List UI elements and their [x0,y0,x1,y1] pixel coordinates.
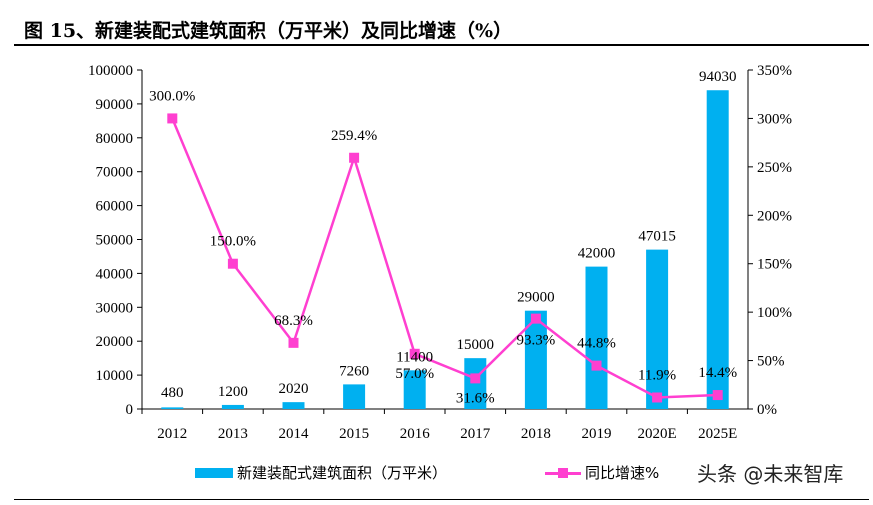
bar-data-label: 480 [161,385,184,401]
bar-data-label: 7260 [339,363,369,379]
x-tick-label: 2016 [400,426,431,442]
bar [161,407,184,409]
bar-data-label: 42000 [578,246,616,262]
bar-data-label: 2020 [279,381,309,397]
line-data-label: 31.6% [456,390,495,406]
left-tick-label: 20000 [96,334,134,350]
right-tick-label: 350% [757,63,792,79]
growth-marker [712,390,723,401]
figure-title: 图 15、新建装配式建筑面积（万平米）及同比增速（%） [24,20,513,42]
left-tick-label: 70000 [96,165,134,181]
growth-marker [167,113,178,124]
x-tick-label: 2019 [582,426,612,442]
bottom-rule [14,499,869,500]
line-data-label: 300.0% [149,88,195,104]
bar [282,402,305,409]
right-tick-label: 300% [757,111,792,127]
growth-marker [288,337,299,348]
right-tick-label: 50% [757,354,785,370]
left-tick-label: 100000 [88,63,133,79]
legend-line: 同比增速% [545,462,659,483]
x-tick-label: 2015 [339,426,369,442]
left-tick-label: 60000 [96,199,134,215]
bar [464,358,487,409]
line-data-label: 14.4% [698,365,737,381]
legend-bar-label: 新建装配式建筑面积（万平米） [237,464,448,482]
left-tick-label: 10000 [96,368,134,384]
bar [343,384,366,409]
bar-data-label: 15000 [457,337,495,353]
left-tick-label: 40000 [96,266,134,282]
bar [585,266,608,409]
line-data-label: 57.0% [395,366,434,382]
title-rule [14,44,869,46]
x-tick-label: 2025E [698,426,737,442]
bar [221,404,244,409]
x-tick-label: 2013 [218,426,248,442]
bar-data-label: 1200 [218,384,248,400]
legend-line-label: 同比增速% [585,464,660,482]
growth-marker [652,392,663,403]
bar-data-label: 11400 [396,349,433,365]
right-tick-label: 150% [757,257,792,273]
right-tick-label: 0% [757,402,777,418]
growth-marker [530,313,541,324]
right-tick-label: 250% [757,160,792,176]
left-tick-label: 80000 [96,131,134,147]
growth-marker [591,360,602,371]
x-tick-label: 2012 [157,426,187,442]
line-data-label: 68.3% [274,313,313,329]
line-data-label: 150.0% [210,234,256,250]
growth-marker [349,152,360,163]
watermark: 头条 @未来智库 [697,462,844,486]
growth-marker [470,373,481,384]
left-tick-label: 30000 [96,300,134,316]
line-data-label: 11.9% [638,367,676,383]
left-tick-label: 90000 [96,97,134,113]
left-tick-label: 0 [126,402,134,418]
line-data-label: 259.4% [331,128,377,144]
x-tick-label: 2014 [279,426,310,442]
bar [524,310,547,409]
bar [706,90,729,410]
right-tick-label: 200% [757,208,792,224]
bar [646,249,669,409]
growth-marker [409,348,420,359]
left-tick-label: 50000 [96,233,134,249]
line-data-label: 93.3% [517,333,556,349]
legend-line-swatch [545,467,581,478]
x-tick-label: 2020E [638,426,677,442]
bar-data-label: 47015 [638,229,676,245]
legend-bar: 新建装配式建筑面积（万平米） [195,462,447,483]
x-tick-label: 2018 [521,426,551,442]
bar-data-label: 29000 [517,290,555,306]
growth-marker [227,258,238,269]
bar-data-label: 94030 [699,69,737,85]
growth-line [171,117,718,399]
x-tick-label: 2017 [460,426,491,442]
line-data-label: 44.8% [577,336,616,352]
legend-bar-swatch [195,467,233,478]
bar [403,370,426,409]
right-tick-label: 100% [757,305,792,321]
